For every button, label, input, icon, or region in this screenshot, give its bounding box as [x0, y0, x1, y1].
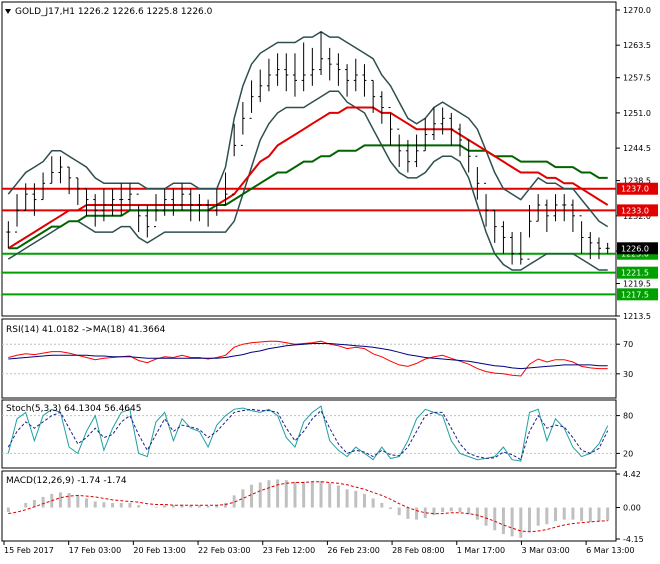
axis-labels: 1270.01263.51257.51251.01244.51238.51232…: [3, 6, 658, 555]
x-tick-label: 22 Feb 03:00: [198, 546, 250, 555]
bollinger-lower: [7, 90, 608, 271]
current-price-label: 1226.0: [621, 244, 649, 253]
level-label: 1221.5: [621, 269, 649, 278]
x-tick-label: 3 Mar 03:00: [521, 546, 569, 555]
x-tick-label: 17 Feb 03:00: [69, 546, 121, 555]
stoch-axis-tick-label: 20: [623, 449, 633, 458]
macd-axis-tick-label: -4.15: [623, 535, 644, 544]
price-axis-tick-label: 1251.0: [623, 109, 651, 118]
macd-signal-line: [8, 481, 608, 533]
macd-panel-title: MACD(12,26,9) -1.74 -1.74: [6, 476, 127, 486]
x-tick-label: 6 Mar 13:00: [586, 546, 634, 555]
level-label-bg: [617, 288, 658, 301]
stoch-panel: [1, 399, 617, 469]
rsi-panel: [1, 318, 617, 399]
level-label: 1217.5: [621, 290, 649, 299]
stoch-panel-title: Stoch(5,3,3) 64.1304 56.4645: [6, 404, 141, 414]
price-axis-tick-label: 1219.5: [623, 280, 651, 289]
rsi-axis-tick-label: 30: [623, 370, 633, 379]
level-label-bg: [617, 204, 658, 217]
x-tick-label: 1 Mar 17:00: [457, 546, 505, 555]
price-axis-tick-label: 1263.5: [623, 41, 651, 50]
price-axis-tick-label: 1244.5: [623, 144, 651, 153]
level-label-bg: [617, 182, 658, 195]
rsi-ma-line: [8, 343, 608, 370]
ma-mid-line: [7, 106, 609, 250]
level-label-bg: [617, 266, 658, 279]
level-label: 1237.0: [621, 185, 649, 194]
x-tick-label: 20 Feb 13:00: [133, 546, 185, 555]
price-panel-title: GOLD_J17,H1 1226.2 1226.6 1225.8 1226.0: [15, 7, 213, 17]
macd-axis-tick-label: 0.00: [623, 504, 641, 513]
price-panel: [1, 1, 617, 317]
stoch-plot: [2, 405, 616, 462]
price-axis-tick-label: 1257.5: [623, 74, 651, 83]
macd-panel: [1, 470, 617, 542]
rsi-plot: [2, 340, 616, 377]
current-price-bg: [617, 242, 658, 255]
price-axis-tick-label: 1213.5: [623, 312, 651, 321]
level-label: 1233.0: [621, 206, 649, 215]
price-plot: [2, 30, 616, 296]
rsi-axis-tick-label: 70: [623, 340, 633, 349]
x-tick-label: 28 Feb 08:00: [392, 546, 444, 555]
bollinger-upper: [7, 30, 609, 228]
x-tick-label: 15 Feb 2017: [4, 546, 54, 555]
price-axis-tick-label: 1270.0: [623, 6, 651, 15]
macd-plot: [6, 479, 610, 538]
rsi-panel-title: RSI(14) 41.0182 ->MA(18) 41.3664: [6, 325, 166, 335]
price-axis-tick-label: 1238.5: [623, 177, 651, 186]
x-tick-label: 23 Feb 12:00: [263, 546, 315, 555]
x-tick-label: 26 Feb 23:00: [327, 546, 379, 555]
stoch-k-line: [7, 405, 609, 462]
macd-axis-tick-label: 4.42: [623, 470, 641, 479]
ma-slow-line: [8, 144, 608, 250]
rsi-line: [8, 340, 608, 377]
triangle-down-icon[interactable]: [5, 9, 11, 14]
stoch-axis-tick-label: 80: [623, 412, 633, 421]
